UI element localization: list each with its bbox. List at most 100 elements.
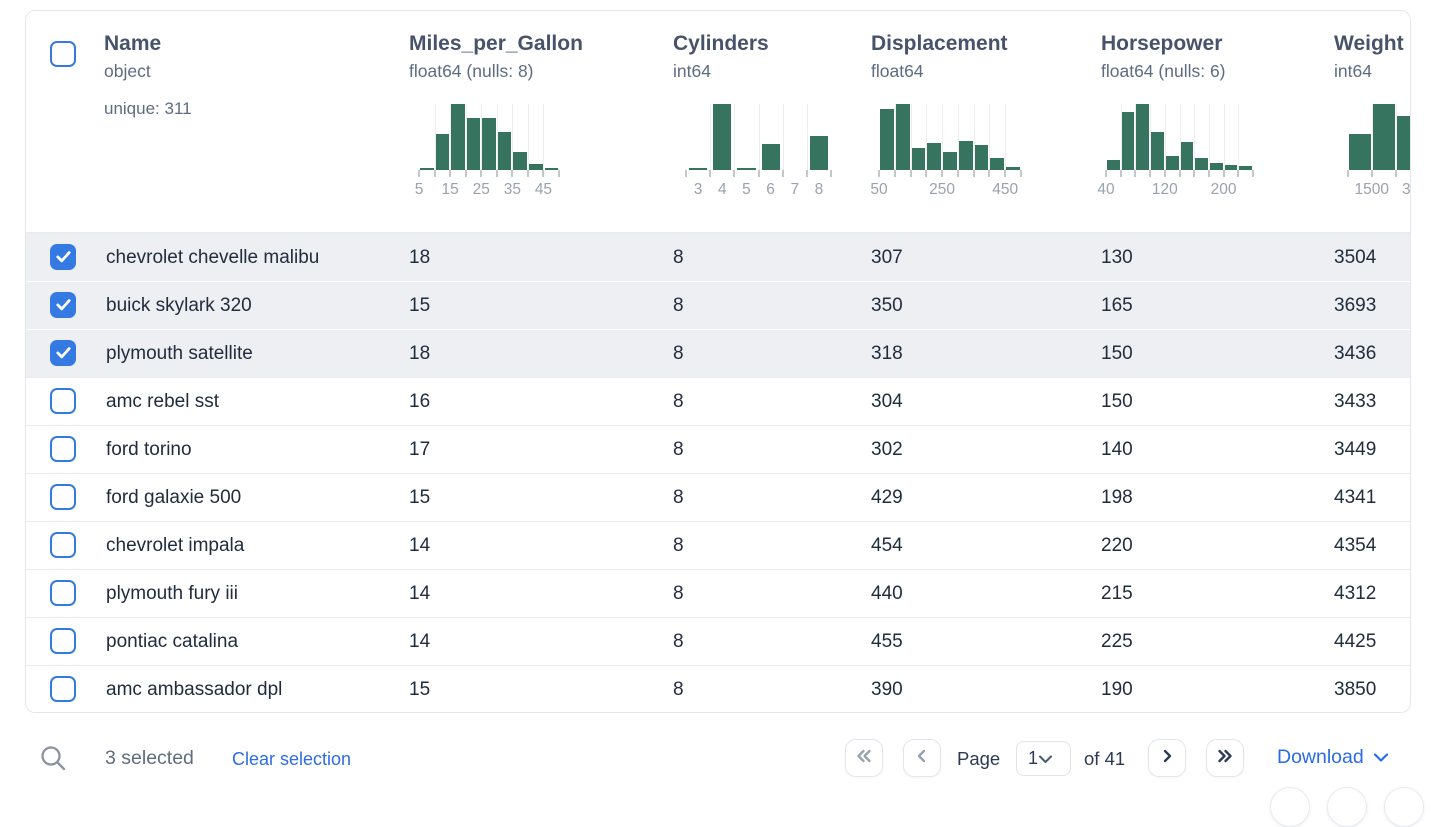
- histogram-bar: [689, 168, 708, 170]
- row-checkbox[interactable]: [50, 676, 76, 702]
- download-label: Download: [1277, 746, 1364, 768]
- histogram-bar: [974, 144, 989, 170]
- row-checkbox[interactable]: [50, 388, 76, 414]
- histogram-bar: [1136, 104, 1150, 170]
- row-checkbox[interactable]: [50, 340, 76, 366]
- histogram-bar: [990, 158, 1005, 170]
- column-title: Displacement: [871, 32, 1008, 55]
- first-page-icon: [854, 746, 874, 771]
- axis-tick-label: 450: [992, 181, 1019, 198]
- column-dtype: int64: [1334, 61, 1372, 81]
- cell-horsepower: 150: [1101, 343, 1133, 364]
- download-link[interactable]: Download: [1277, 746, 1389, 769]
- column-header-Horsepower[interactable]: Horsepower float64 (nulls: 6) 40 120 200: [1097, 11, 1334, 232]
- row-checkbox-cell: [26, 474, 104, 521]
- select-all-cell: [26, 11, 104, 232]
- cell-horsepower: 140: [1101, 439, 1133, 460]
- histogram-bar: [1107, 160, 1120, 170]
- cell-displacement: 390: [871, 679, 903, 700]
- column-title: Cylinders: [673, 32, 769, 55]
- histogram-bar: [713, 104, 732, 170]
- cell-displacement: 350: [871, 295, 903, 316]
- histogram-bar: [958, 140, 973, 170]
- cell-displacement: 440: [871, 583, 903, 604]
- column-header-Cylinders[interactable]: Cylinders int64 3 4 5 6 7 8: [673, 11, 871, 232]
- cell-weight: 3433: [1334, 391, 1377, 412]
- cell-name: amc rebel sst: [106, 391, 219, 412]
- hidden-action-button[interactable]: [1327, 787, 1367, 827]
- histogram-bar: [1224, 165, 1238, 170]
- search-icon[interactable]: [38, 743, 68, 773]
- column-header-Weight[interactable]: Weight int64 1500 3500: [1334, 11, 1410, 232]
- row-checkbox-cell: [26, 282, 104, 329]
- page-label: Page: [957, 748, 1001, 769]
- table-row: plymouth satellite 18 8 318 150 3436: [26, 329, 1410, 377]
- histogram-bar: [1209, 163, 1223, 170]
- cell-weight: 3449: [1334, 439, 1377, 460]
- table-row: ford torino 17 8 302 140 3449: [26, 425, 1410, 473]
- column-header-Displacement[interactable]: Displacement float64 50 250 450: [870, 11, 1101, 232]
- table-row: amc rebel sst 16 8 304 150 3433: [26, 377, 1410, 425]
- cell-cylinders: 8: [673, 535, 684, 556]
- histogram-bar: [737, 168, 756, 170]
- table-row: pontiac catalina 14 8 455 225 4425: [26, 617, 1410, 665]
- cell-horsepower: 220: [1101, 535, 1133, 556]
- next-page-button[interactable]: [1148, 739, 1186, 777]
- column-header-Miles_per_Gallon[interactable]: Miles_per_Gallon float64 (nulls: 8) 5 15 25 3…: [409, 11, 673, 232]
- cell-name: plymouth fury iii: [106, 583, 238, 604]
- histogram-bar: [1180, 141, 1194, 170]
- page-select[interactable]: 1: [1016, 741, 1071, 776]
- cell-miles_per_gallon: 14: [409, 583, 431, 604]
- table-row: amc ambassador dpl 15 8 390 190 3850: [26, 665, 1410, 712]
- axis-tick-label: 200: [1210, 181, 1237, 198]
- axis-tick-label: 4: [717, 181, 727, 198]
- column-title: Name: [104, 32, 162, 55]
- chevron-down-icon: [1038, 748, 1053, 769]
- cell-cylinders: 8: [673, 247, 684, 268]
- axis-tick-label: 250: [929, 181, 956, 198]
- column-histogram: 50 250 450: [870, 104, 1022, 199]
- axis-tick-label: 50: [870, 181, 888, 198]
- column-header-Name[interactable]: Name object unique: 311: [104, 11, 409, 232]
- cell-horsepower: 130: [1101, 247, 1133, 268]
- column-dtype: float64 (nulls: 8): [409, 61, 534, 81]
- prev-page-button[interactable]: [903, 739, 941, 777]
- select-all-checkbox[interactable]: [50, 41, 76, 67]
- row-checkbox[interactable]: [50, 244, 76, 270]
- hidden-action-button[interactable]: [1384, 787, 1424, 827]
- cell-name: buick skylark 320: [106, 295, 252, 316]
- page-select-value: 1: [1028, 748, 1039, 768]
- cell-name: plymouth satellite: [106, 343, 253, 364]
- row-checkbox[interactable]: [50, 436, 76, 462]
- histogram-bar: [943, 151, 957, 170]
- row-checkbox[interactable]: [50, 484, 76, 510]
- row-checkbox[interactable]: [50, 628, 76, 654]
- cell-displacement: 318: [871, 343, 903, 364]
- cell-miles_per_gallon: 15: [409, 487, 431, 508]
- last-page-button[interactable]: [1206, 739, 1244, 777]
- cell-weight: 4354: [1334, 535, 1377, 556]
- histogram-bar: [895, 104, 910, 170]
- clear-selection-link[interactable]: Clear selection: [232, 749, 352, 769]
- axis-tick-label: 35: [503, 181, 521, 198]
- column-histogram: 5 15 25 35 45: [415, 104, 560, 199]
- histogram-bar: [1239, 166, 1253, 170]
- cell-name: ford galaxie 500: [106, 487, 242, 508]
- hidden-action-button[interactable]: [1270, 787, 1310, 827]
- histogram-bar: [528, 164, 543, 170]
- histogram-bar: [1396, 115, 1410, 170]
- histogram-bar: [880, 109, 894, 170]
- column-dtype: object: [104, 61, 151, 81]
- cell-weight: 3436: [1334, 343, 1377, 364]
- histogram-bar: [911, 148, 926, 170]
- histogram-bar: [482, 117, 496, 170]
- column-stat: unique: 311: [104, 99, 192, 118]
- histogram-bar: [1195, 158, 1208, 170]
- axis-tick-label: 40: [1097, 181, 1115, 198]
- row-checkbox[interactable]: [50, 532, 76, 558]
- row-checkbox[interactable]: [50, 292, 76, 318]
- first-page-button[interactable]: [845, 739, 883, 777]
- column-dtype: float64 (nulls: 6): [1101, 61, 1226, 81]
- cell-cylinders: 8: [673, 487, 684, 508]
- row-checkbox[interactable]: [50, 580, 76, 606]
